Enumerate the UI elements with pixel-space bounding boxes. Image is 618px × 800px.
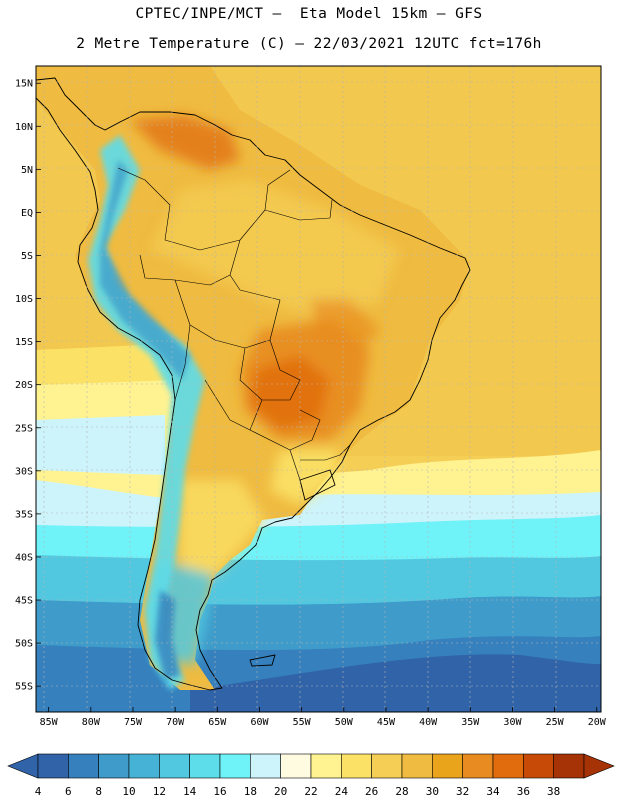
colorbar-label: 30: [426, 785, 439, 798]
lon-tick-label: 70W: [166, 717, 185, 728]
lat-tick-label: 5S: [21, 251, 33, 262]
map-title-line-1: CPTEC/INPE/MCT – Eta Model 15km – GFS: [135, 6, 483, 22]
colorbar-label: 4: [35, 785, 42, 798]
latitude-axis: 15N 10N 5N EQ 5S 10S 15S 20S 25S 30S 35S 40S 45S 50S 5…: [15, 79, 41, 693]
temperature-map: 15N 10N 5N EQ 5S 10S 15S 20S 25S 30S 35S 40S 45S 50S 5…: [15, 65, 607, 728]
colorbar-swatch: [250, 753, 281, 779]
lon-tick-label: 40W: [419, 717, 438, 728]
longitude-axis: 85W 80W 75W 70W 65W 60W 55W 50W 45W 40W 35W 30W 25W 2…: [40, 707, 607, 728]
lat-tick-label: 15N: [15, 79, 33, 90]
colorbar-swatch: [189, 753, 221, 779]
lat-tick-label: 5N: [21, 165, 33, 176]
lon-tick-label: 30W: [503, 717, 522, 728]
colorbar-label: 22: [304, 785, 317, 798]
colorbar: 4 6 8 10 12 14 16 18 20 22 24 26 28 30 32 34 36 38: [7, 753, 615, 798]
colorbar-swatch: [159, 753, 190, 779]
colorbar-swatch: [432, 753, 463, 779]
lat-tick-label: 45S: [15, 596, 33, 607]
lon-tick-label: 35W: [461, 717, 480, 728]
lon-tick-label: 20W: [588, 717, 607, 728]
colorbar-swatch: [371, 753, 403, 779]
lon-tick-label: 60W: [250, 717, 269, 728]
colorbar-label: 32: [456, 785, 469, 798]
colorbar-swatch: [401, 753, 433, 779]
colorbar-label: 18: [244, 785, 257, 798]
lat-tick-label: 25S: [15, 423, 33, 434]
lat-tick-label: 20S: [15, 380, 33, 391]
colorbar-swatch: [219, 753, 251, 779]
colorbar-label: 34: [486, 785, 500, 798]
lon-tick-label: 80W: [82, 717, 101, 728]
colorbar-swatch: [37, 753, 69, 779]
lat-lon-grid: [36, 66, 601, 712]
colorbar-label: 24: [335, 785, 349, 798]
lat-tick-label: 15S: [15, 337, 33, 348]
colorbar-max-arrow: [583, 753, 615, 779]
colorbar-swatch: [462, 753, 494, 779]
lat-tick-label: 35S: [15, 509, 33, 520]
colorbar-swatch: [128, 753, 160, 779]
colorbar-swatch: [68, 753, 99, 779]
lon-tick-label: 85W: [40, 717, 59, 728]
colorbar-label: 14: [183, 785, 197, 798]
lon-tick-label: 55W: [293, 717, 312, 728]
lon-tick-label: 65W: [208, 717, 227, 728]
colorbar-label: 36: [517, 785, 530, 798]
colorbar-label: 12: [153, 785, 166, 798]
map-frame: [35, 65, 602, 713]
colorbar-label: 6: [65, 785, 72, 798]
map-title-line-2: 2 Metre Temperature (C) – 22/03/2021 12U…: [76, 36, 542, 52]
colorbar-label: 38: [547, 785, 560, 798]
map-field: [36, 66, 601, 712]
lat-tick-label: 55S: [15, 682, 33, 693]
colorbar-swatch: [280, 753, 312, 779]
colorbar-swatch: [553, 753, 585, 779]
colorbar-label: 28: [395, 785, 408, 798]
colorbar-label: 26: [365, 785, 378, 798]
colorbar-swatch: [98, 753, 130, 779]
colorbar-label: 8: [95, 785, 102, 798]
colorbar-swatch: [523, 753, 554, 779]
lon-tick-label: 25W: [546, 717, 565, 728]
colorbar-label: 16: [213, 785, 226, 798]
lat-tick-label: 50S: [15, 639, 33, 650]
lat-tick-label: 40S: [15, 552, 33, 563]
lon-tick-label: 75W: [124, 717, 143, 728]
lat-tick-label: 30S: [15, 466, 33, 477]
lon-tick-label: 45W: [377, 717, 396, 728]
colorbar-swatch: [310, 753, 342, 779]
colorbar-swatch: [492, 753, 524, 779]
colorbar-min-arrow: [7, 753, 39, 779]
colorbar-swatch: [341, 753, 372, 779]
lat-tick-label: EQ: [21, 208, 33, 219]
lat-tick-label: 10S: [15, 294, 33, 305]
colorbar-label: 10: [122, 785, 135, 798]
lon-tick-label: 50W: [335, 717, 354, 728]
coastline: [36, 77, 471, 691]
land-field: [36, 66, 470, 690]
national-borders: [117, 167, 351, 481]
lat-tick-label: 10N: [15, 122, 33, 133]
colorbar-label: 20: [274, 785, 287, 798]
